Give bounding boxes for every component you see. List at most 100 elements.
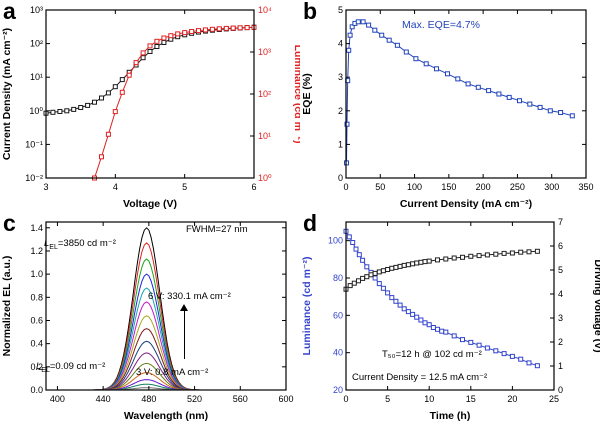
panel-c: c 400 440 480 520 560 600 Wavelength (nm) 0.0 0.…	[0, 210, 300, 424]
x-tick-label: 0	[343, 182, 348, 192]
y2-tick-label: 0	[558, 385, 563, 395]
marker-square	[426, 322, 432, 328]
marker-square	[372, 27, 378, 33]
marker-square	[496, 91, 502, 97]
y-tick-label: 0.0	[30, 385, 43, 395]
y2-tick-label: 10³	[258, 47, 271, 57]
marker-square	[455, 76, 461, 82]
marker-square	[50, 109, 56, 115]
y2-tick-label: 10²	[258, 89, 271, 99]
marker-square	[397, 263, 403, 269]
marker-square	[133, 60, 139, 66]
marker-square	[349, 24, 355, 30]
marker-square	[435, 326, 440, 332]
marker-square	[410, 261, 416, 267]
max-eqe-annotation: Max. EQE=4.7%	[402, 19, 480, 31]
marker-square	[366, 22, 372, 28]
y-axis-label: Current Density (mA cm⁻²)	[1, 28, 13, 160]
y2-tick-label: 10⁰	[258, 173, 272, 183]
marker-square	[410, 311, 416, 317]
y2-tick-label: 10¹	[258, 131, 271, 141]
y-tick-label: 10⁰	[29, 106, 43, 116]
marker-square	[476, 253, 482, 259]
y-tick-label: 0	[338, 173, 343, 183]
marker-square	[347, 283, 353, 289]
arrow-top-annotation: 6 V: 330.1 mA cm⁻²	[148, 291, 231, 302]
x-tick-label: 5	[182, 182, 187, 192]
y-tick-label: 10⁻²	[25, 173, 43, 183]
marker-square	[422, 259, 428, 265]
x-tick-label: 150	[441, 182, 456, 192]
x-tick-label: 480	[141, 394, 156, 404]
marker-square	[486, 88, 492, 94]
y-tick-label: 60	[333, 310, 343, 320]
marker-square	[112, 84, 118, 90]
x-axis-label: Wavelength (nm)	[124, 410, 208, 422]
y-tick-label: 10²	[30, 39, 43, 49]
y2-axis-label: Luminance (cd m⁻²)	[292, 45, 300, 144]
marker-square	[547, 108, 553, 114]
x-tick-label: 6	[251, 182, 256, 192]
marker-square	[346, 47, 352, 53]
marker-square	[372, 275, 378, 281]
y-tick-label: 0.8	[30, 292, 43, 302]
x-tick-label: 4	[113, 182, 118, 192]
marker-square	[364, 274, 370, 280]
marker-square	[161, 35, 167, 41]
marker-square	[526, 249, 532, 255]
marker-square	[353, 246, 359, 252]
marker-square	[356, 278, 361, 284]
marker-square	[92, 99, 97, 105]
y-tick-label: 10⁻¹	[25, 139, 43, 149]
x-axis-label: Time (h)	[430, 410, 471, 422]
marker-square	[78, 105, 84, 110]
marker-square	[182, 30, 188, 36]
x-tick-label: 520	[187, 394, 202, 404]
plot-frame	[45, 221, 287, 391]
marker-square	[501, 351, 507, 357]
marker-square	[360, 257, 366, 263]
y-tick-label: 1.4	[30, 223, 43, 233]
marker-square	[230, 25, 236, 31]
marker-square	[445, 71, 450, 77]
marker-square	[493, 251, 499, 257]
series-line-eqe	[346, 21, 573, 163]
marker-square	[119, 89, 125, 95]
x-tick-label: 560	[233, 394, 248, 404]
y-tick-label: 40	[333, 348, 343, 358]
series-line-luminance	[94, 26, 255, 179]
marker-square	[126, 72, 132, 78]
y-tick-label: 0.2	[30, 362, 43, 372]
x-tick-label: 10	[424, 394, 434, 404]
marker-square	[397, 302, 403, 308]
marker-square	[57, 109, 63, 114]
x-tick-label: 100	[407, 182, 422, 192]
plot-frame	[45, 9, 255, 179]
marker-square	[216, 26, 222, 32]
marker-square	[168, 33, 174, 39]
marker-square	[534, 363, 540, 369]
series-line-driving_voltage	[345, 250, 538, 290]
y-tick-label: 0.6	[30, 315, 43, 325]
marker-square	[484, 252, 490, 258]
y2-tick-label: 6	[558, 241, 563, 251]
y-tick-label: 4	[338, 39, 343, 49]
y-tick-label: 20	[333, 385, 343, 395]
marker-square	[140, 55, 146, 61]
marker-square	[203, 27, 208, 33]
marker-square	[422, 320, 428, 326]
y-axis-label: Luminance (cd m⁻²)	[301, 257, 313, 356]
luminance-symbol: L	[36, 361, 42, 372]
marker-square	[360, 19, 366, 25]
marker-square	[119, 77, 125, 83]
series-line-current_density	[45, 26, 255, 114]
marker-square	[413, 56, 419, 62]
x-tick-label: 600	[278, 394, 293, 404]
x-tick-label: 250	[510, 182, 525, 192]
marker-square	[418, 317, 424, 323]
marker-square	[403, 49, 409, 55]
marker-square	[418, 259, 424, 265]
marker-square	[386, 37, 392, 43]
marker-square	[71, 106, 77, 112]
